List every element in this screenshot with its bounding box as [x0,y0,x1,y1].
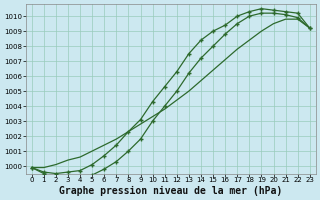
X-axis label: Graphe pression niveau de la mer (hPa): Graphe pression niveau de la mer (hPa) [59,186,282,196]
